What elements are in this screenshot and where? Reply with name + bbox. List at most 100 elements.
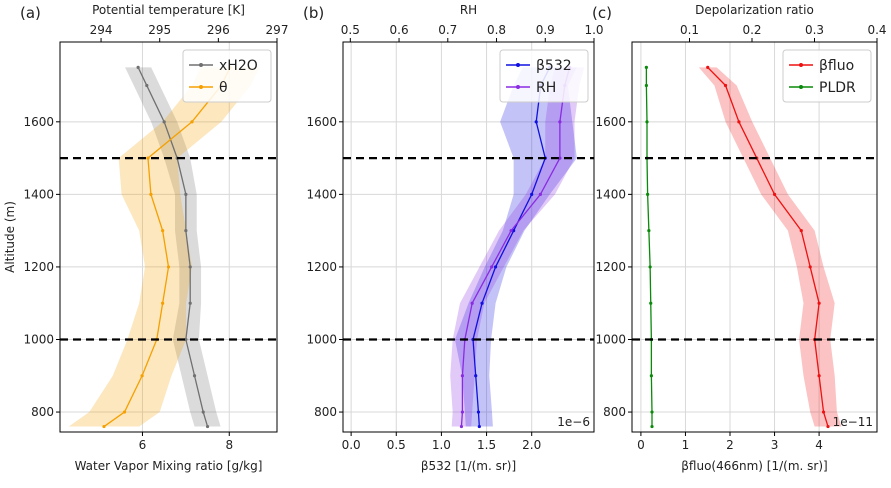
y-tick-label: 1600 xyxy=(595,115,626,129)
x2-tick-label: 0.1 xyxy=(680,23,699,37)
data-point xyxy=(644,83,648,88)
data-point xyxy=(648,265,652,269)
data-point xyxy=(817,374,821,378)
data-point xyxy=(162,120,166,124)
offset-label: 1e−6 xyxy=(557,415,590,429)
legend-marker xyxy=(516,85,520,89)
data-point xyxy=(772,192,777,196)
x-tick-label: 1.0 xyxy=(432,438,451,452)
data-point xyxy=(706,65,710,69)
legend-marker xyxy=(799,63,803,67)
legend-label: xH2O xyxy=(219,58,258,74)
series-line xyxy=(707,66,829,427)
x2-tick-label: 0.7 xyxy=(438,23,457,37)
data-point xyxy=(649,374,653,378)
data-point xyxy=(645,120,649,124)
data-point xyxy=(190,120,194,124)
data-point xyxy=(145,83,149,88)
x-tick-label: 4 xyxy=(815,438,823,452)
data-point xyxy=(808,265,812,269)
y-tick-label: 1400 xyxy=(306,187,337,201)
legend-label: βfluo xyxy=(819,58,854,74)
data-point xyxy=(817,301,821,305)
x-tick-label: 0.0 xyxy=(342,438,361,452)
x-tick-label: 1.5 xyxy=(477,438,496,452)
data-point xyxy=(201,410,205,414)
x2-tick-label: 0.6 xyxy=(390,23,409,37)
plot-area xyxy=(68,65,260,429)
legend-box xyxy=(499,49,589,103)
y-tick-label: 800 xyxy=(31,405,54,419)
series-line xyxy=(645,67,653,427)
x-tick-label: 2 xyxy=(726,438,734,452)
legend-marker xyxy=(516,63,520,67)
frame xyxy=(59,41,278,433)
data-point xyxy=(821,410,826,414)
data-point xyxy=(646,192,650,196)
data-point xyxy=(460,374,465,378)
panel-label: (a) xyxy=(20,4,41,22)
series-line xyxy=(460,67,571,427)
x-tick-label: 6 xyxy=(139,438,147,452)
data-point xyxy=(737,120,741,124)
x2-tick-label: 0.9 xyxy=(536,23,555,37)
x2-axis-label: Depolarization ratio xyxy=(695,3,814,17)
data-point xyxy=(184,337,188,342)
x-axis-label: β532 [1/(m. sr)] xyxy=(421,459,516,473)
data-point xyxy=(644,65,648,69)
legend-label: θ xyxy=(219,80,228,96)
y-tick-label: 1400 xyxy=(23,187,54,201)
x2-tick-label: 296 xyxy=(207,23,230,37)
x2-tick-label: 0.4 xyxy=(867,23,886,37)
data-point xyxy=(534,120,538,124)
data-point xyxy=(149,192,153,196)
x2-tick-label: 295 xyxy=(148,23,171,37)
data-point xyxy=(826,424,830,429)
series-line xyxy=(103,67,231,428)
data-point xyxy=(146,156,150,160)
data-point xyxy=(490,265,494,269)
data-point xyxy=(474,374,478,378)
data-point xyxy=(192,374,197,378)
x-tick-label: 8 xyxy=(225,438,233,452)
y-tick-label: 1200 xyxy=(306,260,337,274)
error-band xyxy=(450,67,585,427)
series-line xyxy=(137,67,209,427)
data-point xyxy=(530,192,534,196)
data-point xyxy=(161,301,165,305)
data-point xyxy=(184,192,188,196)
legend-marker xyxy=(199,63,203,67)
y-tick-label: 1000 xyxy=(23,332,54,346)
y-tick-label: 1400 xyxy=(595,187,626,201)
legend-box xyxy=(782,49,872,103)
data-point xyxy=(460,410,465,414)
x-tick-label: 3 xyxy=(771,438,779,452)
x2-tick-label: 1.0 xyxy=(584,23,603,37)
legend-label: β532 xyxy=(536,58,572,74)
data-point xyxy=(649,301,653,305)
offset-label: 1e−11 xyxy=(833,415,873,429)
y-tick-label: 800 xyxy=(603,405,626,419)
data-point xyxy=(650,424,654,429)
data-point xyxy=(480,301,484,305)
data-point xyxy=(650,410,654,414)
data-point xyxy=(102,424,106,429)
data-point xyxy=(477,424,481,429)
data-point xyxy=(184,229,188,233)
legend-marker xyxy=(799,85,803,89)
frame xyxy=(631,41,878,433)
data-point xyxy=(122,410,127,414)
y-tick-label: 1200 xyxy=(595,260,626,274)
x-axis-label: βfluo(466nm) [1/(m. sr)] xyxy=(681,459,827,473)
data-point xyxy=(166,265,171,269)
panel-label: (c) xyxy=(592,4,612,22)
legend-marker xyxy=(199,85,203,89)
data-point xyxy=(459,424,464,429)
x2-axis-label: RH xyxy=(460,3,477,17)
data-point xyxy=(188,301,192,305)
data-point xyxy=(558,156,562,160)
x2-tick-label: 0.5 xyxy=(341,23,360,37)
series-line xyxy=(472,67,551,427)
y-axis-label: Altitude (m) xyxy=(3,201,17,273)
data-point xyxy=(512,229,516,233)
